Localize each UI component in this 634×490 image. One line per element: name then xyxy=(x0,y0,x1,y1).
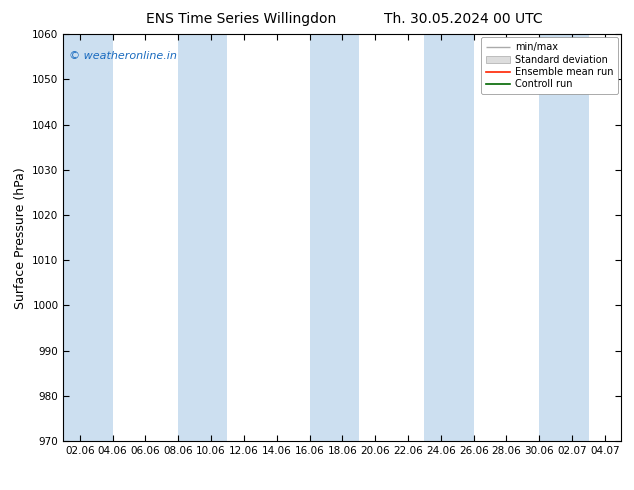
Bar xyxy=(178,34,228,441)
Text: Th. 30.05.2024 00 UTC: Th. 30.05.2024 00 UTC xyxy=(384,12,542,26)
Bar xyxy=(424,34,474,441)
Text: © weatheronline.in: © weatheronline.in xyxy=(69,50,177,61)
Legend: min/max, Standard deviation, Ensemble mean run, Controll run: min/max, Standard deviation, Ensemble me… xyxy=(481,37,618,94)
Bar xyxy=(309,34,359,441)
Bar xyxy=(63,34,113,441)
Bar xyxy=(540,34,588,441)
Text: ENS Time Series Willingdon: ENS Time Series Willingdon xyxy=(146,12,336,26)
Y-axis label: Surface Pressure (hPa): Surface Pressure (hPa) xyxy=(14,167,27,309)
